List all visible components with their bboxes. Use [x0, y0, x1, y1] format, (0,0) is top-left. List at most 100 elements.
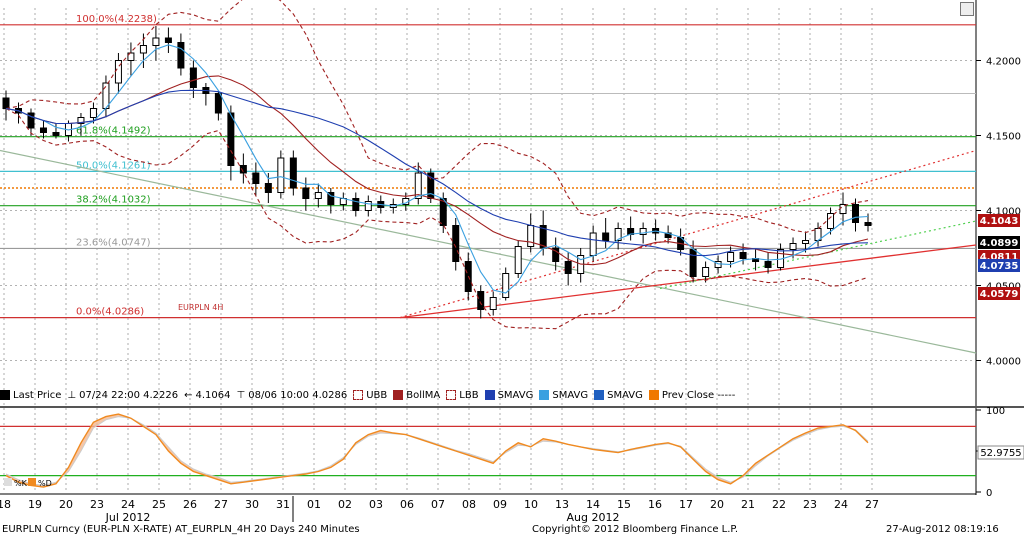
candle-body	[352, 198, 360, 211]
sma-short-line	[5, 44, 869, 294]
arrow-left-icon: ←	[184, 389, 193, 401]
legend-lbb-label: LBB	[459, 389, 479, 401]
oscillator-value-label: 52.9755	[980, 448, 1021, 459]
sma-long-line	[5, 89, 869, 257]
x-tick-label: 14	[586, 498, 600, 511]
x-tick-label: 07	[431, 498, 445, 511]
fib-level-label: 23.6%(4.0747)	[76, 237, 151, 248]
oscillator-legend-k: %K	[14, 479, 28, 488]
bollinger-upper-band	[5, 0, 869, 234]
prev-close-swatch-icon	[648, 390, 659, 400]
y-tick-label: 4.2000	[986, 57, 1021, 68]
candle-body	[477, 291, 485, 310]
d-swatch-icon	[28, 478, 36, 486]
candle-body	[164, 37, 172, 43]
channel-trend-line	[399, 149, 977, 319]
smavg-light-swatch-icon	[539, 390, 550, 400]
bollma-swatch-icon	[393, 390, 404, 400]
candle-body	[852, 204, 860, 223]
candle-body	[639, 228, 647, 235]
legend-high: ⊥ 07/24 22:00 4.2226	[67, 390, 178, 401]
candle-body	[289, 157, 297, 189]
x-tick-label: 30	[245, 498, 259, 511]
lbb-swatch-icon	[446, 390, 457, 400]
downtrend-line	[0, 149, 977, 354]
legend-low-label: 08/06 10:00 4.0286	[248, 389, 348, 401]
candle-body	[802, 240, 810, 244]
x-tick-label: 25	[152, 498, 166, 511]
legend-smavg-2-label: SMAVG	[552, 389, 589, 401]
footer-copyright: Copyright© 2012 Bloomberg Finance L.P.	[532, 524, 739, 535]
legend-high-last: ← 4.1064	[184, 390, 230, 401]
candle-body	[52, 132, 60, 136]
bollinger-lower-band	[5, 108, 869, 330]
candle-body	[77, 117, 85, 124]
price-label-text: 4.0899	[980, 238, 1019, 249]
candle-body	[739, 252, 747, 259]
footer-security: EURPLN Curncy (EUR-PLN X-RATE) AT_EURPLN…	[2, 524, 360, 535]
candle-body	[452, 225, 460, 262]
legend-low: ⊤ 08/06 10:00 4.0286	[237, 390, 348, 401]
candle-body	[514, 246, 522, 274]
price-label-box	[978, 287, 1020, 300]
candle-body	[2, 97, 10, 109]
series-tag: EURPLN 4H	[178, 303, 223, 312]
legend-ubb-label: UBB	[366, 389, 388, 401]
smavg-mid-swatch-icon	[594, 390, 605, 400]
oscillator-legend-d: %D	[38, 479, 52, 488]
chart-legend: Last Price ⊥ 07/24 22:00 4.2226 ← 4.1064…	[0, 386, 735, 404]
candle-body	[489, 297, 497, 310]
oscillator-tick-label: 0	[986, 488, 992, 499]
fib-level-label: 0.0%(4.0286)	[76, 307, 144, 318]
high-marker-icon: ⊥	[67, 389, 77, 401]
y-tick-label: 4.1000	[986, 207, 1021, 218]
candle-body	[27, 112, 35, 129]
x-tick-label: 27	[865, 498, 879, 511]
legend-prev-close: Prev Close -----	[648, 390, 735, 401]
price-label-box	[978, 259, 1020, 272]
x-tick-label: 02	[338, 498, 352, 511]
x-tick-label: 09	[493, 498, 507, 511]
footer-timestamp: 27-Aug-2012 08:19:16	[886, 524, 999, 535]
candle-body	[252, 172, 260, 184]
x-tick-label: 16	[648, 498, 662, 511]
smavg-dark-swatch-icon	[484, 390, 495, 400]
candle-body	[764, 261, 772, 268]
candle-body	[727, 252, 735, 262]
candle-body	[227, 112, 235, 166]
chart-settings-icon[interactable]	[960, 2, 974, 16]
x-tick-label: 27	[214, 498, 228, 511]
candle-body	[127, 52, 135, 61]
candle-body	[264, 183, 272, 193]
price-label-text: 4.0579	[980, 289, 1019, 300]
candle-body	[177, 42, 185, 69]
k-swatch-icon	[4, 478, 12, 486]
candle-body	[527, 225, 535, 247]
x-tick-label: 01	[307, 498, 321, 511]
legend-ubb: UBB	[353, 390, 387, 401]
x-tick-label: 10	[524, 498, 538, 511]
x-tick-label: 06	[400, 498, 414, 511]
candle-body	[89, 108, 97, 118]
x-tick-label: 13	[555, 498, 569, 511]
candle-body	[189, 67, 197, 88]
candle-body	[302, 187, 310, 199]
x-month-label: Aug 2012	[567, 511, 620, 524]
x-tick-label: 18	[0, 498, 11, 511]
legend-smavg-3-label: SMAVG	[607, 389, 643, 401]
legend-bollma: BollMA	[393, 390, 440, 401]
oscillator-tick-label: 100	[986, 406, 1005, 417]
x-tick-label: 08	[462, 498, 476, 511]
last-price-swatch-icon	[0, 390, 10, 400]
x-tick-label: 24	[121, 498, 135, 511]
legend-smavg-2: SMAVG	[539, 390, 588, 401]
legend-high-label: 07/24 22:00 4.2226	[79, 389, 179, 401]
price-label-text: 4.0811	[980, 252, 1019, 263]
legend-bollma-label: BollMA	[406, 389, 441, 401]
price-label-text: 4.1043	[980, 216, 1019, 227]
low-marker-icon: ⊤	[236, 389, 246, 401]
x-month-label: Jul 2012	[105, 511, 151, 524]
candle-body	[214, 93, 222, 114]
x-tick-label: 23	[803, 498, 817, 511]
